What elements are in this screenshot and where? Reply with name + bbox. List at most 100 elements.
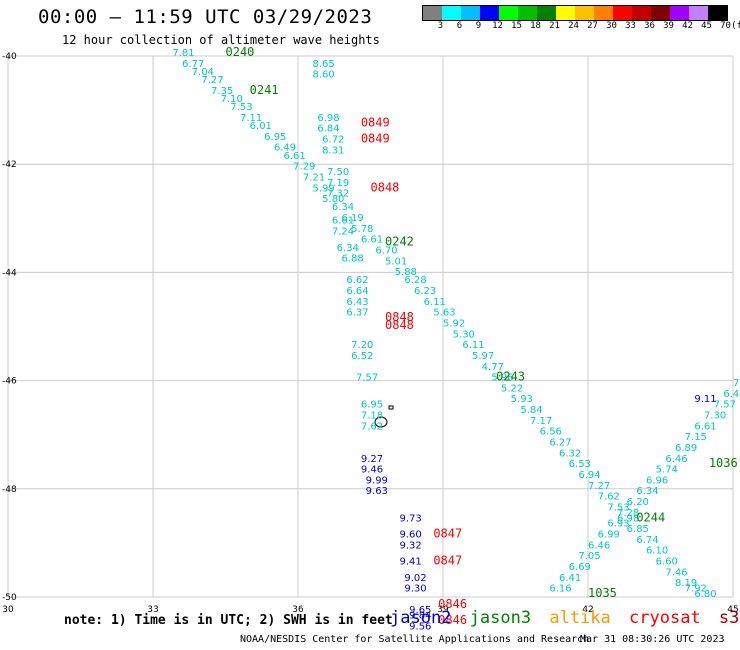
swh-value-label: 9.65: [409, 605, 431, 616]
colorbar-tick: 33: [625, 21, 636, 31]
swh-value-label: 8.60: [313, 70, 335, 81]
colorbar-swatch: [594, 6, 613, 20]
swh-value-label: 7.28: [617, 508, 639, 519]
swh-value-label: 7.35: [211, 86, 233, 97]
swh-value-label: 9.60: [400, 529, 422, 540]
colorbar-tick: 3: [437, 21, 444, 31]
colorbar-swatch: [442, 6, 461, 20]
pass-time-label: 0242: [385, 234, 414, 248]
swh-value-label: 7.30: [704, 410, 726, 421]
swh-value-label: 7.71: [733, 378, 740, 389]
swh-value-label: 6.99: [598, 529, 620, 540]
swh-value-label: 6.56: [540, 427, 562, 438]
swh-value-label: 9.63: [366, 486, 388, 497]
swh-value-label: 6.95: [361, 400, 383, 411]
credit-line: NOAA/NESDIS Center for Satellite Applica…: [240, 634, 590, 645]
pass-time-label: 0846: [438, 597, 467, 611]
swh-value-label: 7.62: [361, 421, 383, 432]
swh-value-label: 6.93: [607, 519, 629, 530]
colorbar-swatch: [708, 6, 727, 20]
swh-value-label: 5.74: [656, 465, 678, 476]
swh-value-label: 6.72: [322, 135, 344, 146]
swh-value-label: 5.84: [520, 405, 542, 416]
swh-value-label: 6.01: [250, 121, 272, 132]
swh-value-label: 7.57: [356, 373, 378, 384]
swh-value-label: 6.98: [317, 113, 339, 124]
swh-value-label: 6.49: [274, 143, 296, 154]
swh-value-label: 6.94: [578, 470, 600, 481]
swh-value-label: 6.37: [346, 308, 368, 319]
swh-value-label: 6.70: [375, 245, 397, 256]
swh-value-label: 6.46: [665, 454, 687, 465]
swh-value-label: 9.27: [361, 454, 383, 465]
swh-value-label: 6.88: [342, 254, 364, 265]
colorbar-swatch: [689, 6, 708, 20]
swh-value-label: 7.57: [714, 400, 736, 411]
y-tick-label: -50: [2, 593, 17, 603]
colorbar-tick: 27: [587, 21, 598, 31]
swh-value-label: 6.98: [617, 513, 639, 524]
swh-value-label: 9.99: [366, 475, 388, 486]
swh-value-label: 7.53: [607, 502, 629, 513]
swh-value-label: 7.20: [351, 340, 373, 351]
swh-value-label: 8.19: [675, 578, 697, 589]
colorbar-tick: 9: [475, 21, 482, 31]
pass-time-label: 1035: [588, 586, 617, 600]
legend-jason2: jason2: [390, 608, 452, 628]
x-tick-label: 36: [292, 605, 304, 615]
pass-time-label: 0240: [226, 45, 255, 59]
pass-time-label: 1036: [709, 456, 738, 470]
timestamp: Mar 31 08:30:26 UTC 2023: [580, 634, 725, 645]
y-tick-label: -44: [2, 268, 17, 278]
swh-value-label: 7.11: [240, 113, 262, 124]
pass-time-label: 0848: [385, 310, 414, 324]
swh-value-label: 7.62: [598, 492, 620, 503]
colorbar-swatch: [651, 6, 670, 20]
swh-value-label: 7.10: [221, 94, 243, 105]
y-tick-label: -48: [2, 485, 17, 495]
swh-value-label: 6.46: [588, 540, 610, 551]
legend-altika: altika: [549, 608, 611, 628]
swh-value-label: 5.93: [511, 394, 533, 405]
pass-time-label: 0849: [361, 115, 390, 129]
swh-value-label: 6.19: [342, 213, 364, 224]
swh-value-label: 6.84: [317, 124, 339, 135]
swh-value-label: 5.92: [443, 319, 465, 330]
swh-value-label: 6.23: [414, 286, 436, 297]
colorbar-swatch: [461, 6, 480, 20]
pass-time-label: 0846: [438, 613, 467, 627]
x-tick-label: 30: [2, 605, 14, 615]
swh-value-label: 8.31: [322, 145, 344, 156]
legend-s3a: s3a: [718, 608, 740, 628]
swh-value-label: 6.20: [627, 497, 649, 508]
swh-value-label: 7.46: [665, 567, 687, 578]
colorbar-swatch: [556, 6, 575, 20]
swh-value-label: 5.22: [501, 383, 523, 394]
swh-value-label: 6.10: [646, 546, 668, 557]
colorbar-tick: 21: [549, 21, 560, 31]
legend-jason3: jason3: [469, 608, 532, 628]
swh-value-label: 6.16: [549, 584, 571, 595]
swh-value-label: 6.34: [337, 243, 359, 254]
swh-value-label: 5.78: [351, 224, 373, 235]
colorbar-tick: 12: [492, 21, 503, 31]
swh-value-label: 7.24: [332, 227, 354, 238]
swh-value-label: 6.96: [646, 475, 668, 486]
colorbar-swatch: [518, 6, 537, 20]
colorbar-swatch: [670, 6, 689, 20]
swh-value-label: 7.29: [293, 162, 315, 173]
swh-value-label: 6.89: [675, 443, 697, 454]
legend-cryosat: cryosat: [629, 608, 701, 628]
colorbar-swatch: [423, 6, 442, 20]
swh-value-label: 6.34: [332, 202, 354, 213]
swh-value-label: 6.41: [559, 573, 581, 584]
swh-value-label: 7.19: [327, 178, 349, 189]
island-outline: [388, 405, 394, 410]
chart-subtitle: 12 hour collection of altimeter wave hei…: [62, 33, 380, 47]
swh-value-label: 6.64: [346, 286, 368, 297]
swh-value-label: 6.74: [636, 535, 658, 546]
swh-value-label: 7.18: [361, 410, 383, 421]
colorbar-tick: 39: [663, 21, 674, 31]
pass-time-label: 0849: [361, 132, 390, 146]
